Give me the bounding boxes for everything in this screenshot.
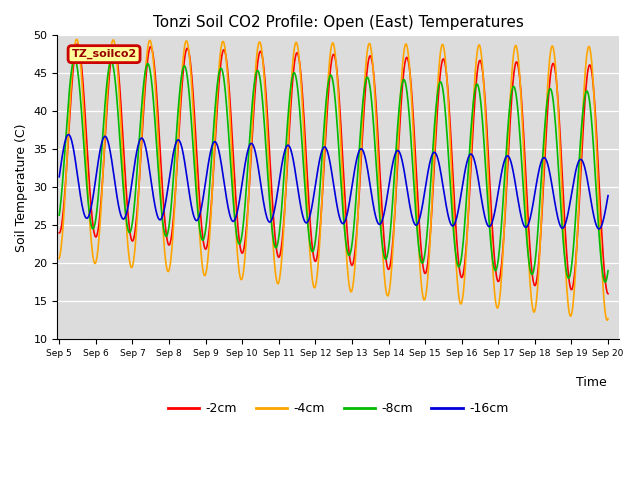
Text: TZ_soilco2: TZ_soilco2 xyxy=(72,49,137,59)
X-axis label: Time: Time xyxy=(575,376,606,389)
Title: Tonzi Soil CO2 Profile: Open (East) Temperatures: Tonzi Soil CO2 Profile: Open (East) Temp… xyxy=(153,15,524,30)
Legend: -2cm, -4cm, -8cm, -16cm: -2cm, -4cm, -8cm, -16cm xyxy=(163,397,513,420)
Y-axis label: Soil Temperature (C): Soil Temperature (C) xyxy=(15,123,28,252)
